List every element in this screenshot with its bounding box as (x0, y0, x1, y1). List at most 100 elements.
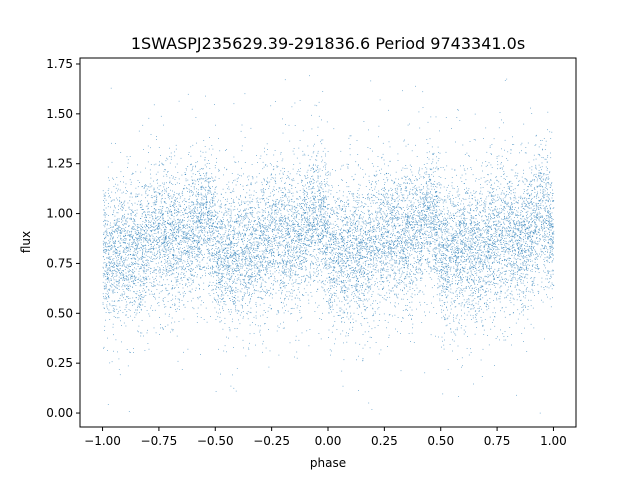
data-point (519, 247, 521, 249)
data-point (513, 236, 515, 238)
data-point (314, 198, 315, 199)
data-point (253, 207, 255, 209)
data-point (344, 274, 346, 276)
data-point (522, 197, 524, 199)
data-point (236, 309, 238, 311)
data-point (452, 276, 453, 277)
data-point (123, 181, 124, 183)
data-point (417, 194, 418, 195)
data-point (196, 266, 198, 268)
data-point (229, 291, 231, 292)
data-point (483, 204, 485, 206)
data-point (426, 198, 428, 200)
data-point (487, 256, 489, 258)
data-point (145, 278, 146, 279)
data-point (463, 199, 465, 200)
data-point (169, 259, 171, 261)
data-point (435, 228, 436, 230)
data-point (364, 299, 366, 301)
data-point (129, 302, 130, 304)
data-point (322, 213, 324, 215)
data-point (296, 198, 297, 200)
data-point (161, 162, 163, 164)
data-point (350, 254, 352, 256)
data-point (387, 255, 388, 257)
data-point (371, 250, 373, 252)
data-point (213, 276, 214, 278)
data-point (382, 215, 383, 217)
data-point (162, 269, 164, 271)
data-point (281, 282, 282, 283)
data-point (435, 260, 436, 261)
data-point (274, 206, 276, 207)
data-point (442, 266, 444, 268)
data-point (467, 228, 469, 230)
data-point (528, 161, 530, 163)
data-point (468, 256, 470, 258)
data-point (487, 230, 489, 232)
data-point (261, 181, 263, 183)
data-point (280, 178, 281, 179)
data-point (356, 264, 358, 266)
data-point (145, 248, 147, 250)
data-point (311, 114, 312, 116)
data-point (522, 310, 524, 312)
data-point (377, 227, 379, 228)
data-point (439, 276, 441, 278)
data-point (241, 202, 243, 204)
data-point (109, 232, 111, 234)
data-point (387, 179, 389, 180)
data-point (435, 262, 436, 264)
data-point (324, 183, 325, 185)
data-point (524, 250, 526, 252)
data-point (534, 277, 536, 278)
data-point (418, 263, 420, 265)
data-point (377, 211, 379, 213)
data-point (480, 254, 482, 256)
data-point (199, 239, 201, 241)
data-point (512, 250, 514, 251)
data-point (420, 229, 422, 231)
data-point (132, 172, 133, 174)
data-point (400, 257, 402, 259)
data-point (497, 222, 499, 224)
data-point (174, 212, 176, 214)
data-point (285, 218, 286, 220)
data-point (302, 235, 303, 236)
data-point (346, 221, 348, 223)
data-point (293, 254, 295, 256)
data-point (212, 248, 213, 249)
data-point (234, 206, 236, 208)
data-point (509, 209, 510, 211)
data-point (521, 142, 523, 144)
data-point (125, 245, 127, 247)
data-point (380, 252, 382, 254)
data-point (233, 243, 235, 245)
data-point (213, 297, 215, 299)
data-point (151, 206, 153, 207)
data-point (433, 223, 435, 225)
data-point (300, 251, 301, 252)
data-point (530, 323, 532, 325)
data-point (494, 241, 496, 243)
data-point (433, 206, 435, 208)
data-point (481, 240, 483, 241)
data-point (222, 251, 224, 253)
data-point (227, 245, 229, 246)
data-point (547, 211, 549, 213)
data-point (279, 262, 280, 263)
data-point (487, 246, 489, 247)
data-point (370, 226, 371, 228)
data-point (139, 236, 140, 238)
data-point (124, 230, 126, 232)
data-point (423, 186, 424, 187)
data-point (396, 220, 398, 221)
data-point (486, 251, 488, 252)
data-point (275, 261, 277, 263)
data-point (341, 220, 343, 222)
data-point (148, 313, 150, 315)
data-point (457, 243, 459, 244)
data-point (303, 212, 305, 214)
data-point (463, 213, 465, 215)
data-point (146, 188, 148, 190)
